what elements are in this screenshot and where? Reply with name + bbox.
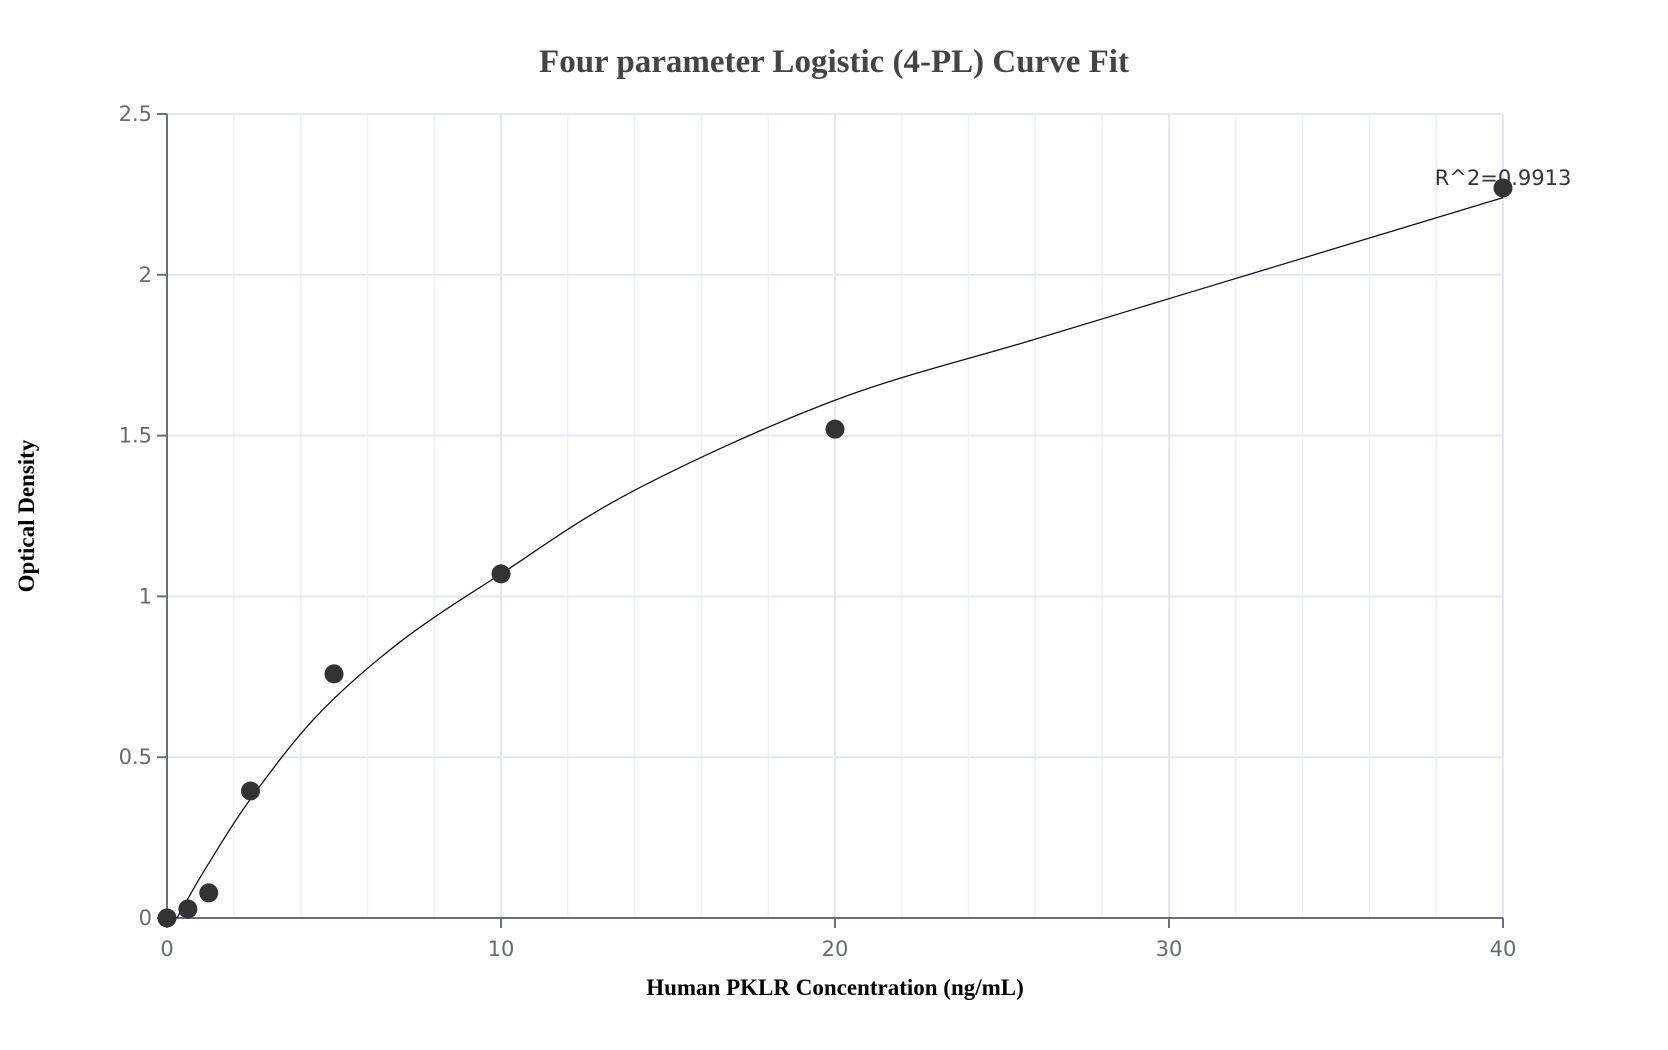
x-tick-label: 0 — [160, 937, 173, 961]
y-axis-title: Optical Density — [14, 439, 39, 592]
data-point — [157, 908, 177, 928]
y-tick-label: 2 — [139, 263, 152, 287]
data-point — [825, 419, 845, 439]
x-tick-label: 20 — [822, 937, 849, 961]
fit-curve-path — [176, 196, 1504, 919]
y-tick-label: 0 — [139, 906, 152, 930]
data-point — [324, 664, 344, 684]
data-point — [491, 564, 511, 584]
r-squared-annotation: R^2=0.9913 — [1435, 166, 1572, 190]
chart-title: Four parameter Logistic (4-PL) Curve Fit — [539, 44, 1129, 80]
data-point — [178, 899, 198, 919]
data-points — [157, 178, 1513, 928]
y-tick-label: 1 — [139, 584, 152, 608]
grid — [166, 113, 1504, 919]
axes: 0 0.5 1 1.5 2 2.5 0 10 20 30 40 — [119, 102, 1517, 961]
x-tick-label: 40 — [1490, 937, 1517, 961]
data-point — [1493, 178, 1513, 198]
y-tick-label: 0.5 — [119, 745, 152, 769]
data-point — [199, 883, 219, 903]
x-axis-title: Human PKLR Concentration (ng/mL) — [646, 975, 1024, 1000]
y-tick-label: 2.5 — [119, 102, 152, 126]
x-tick-label: 30 — [1156, 937, 1183, 961]
data-point — [241, 781, 260, 801]
fit-curve — [176, 196, 1504, 919]
x-tick-label: 10 — [488, 937, 515, 961]
y-tick-label: 1.5 — [119, 424, 152, 448]
